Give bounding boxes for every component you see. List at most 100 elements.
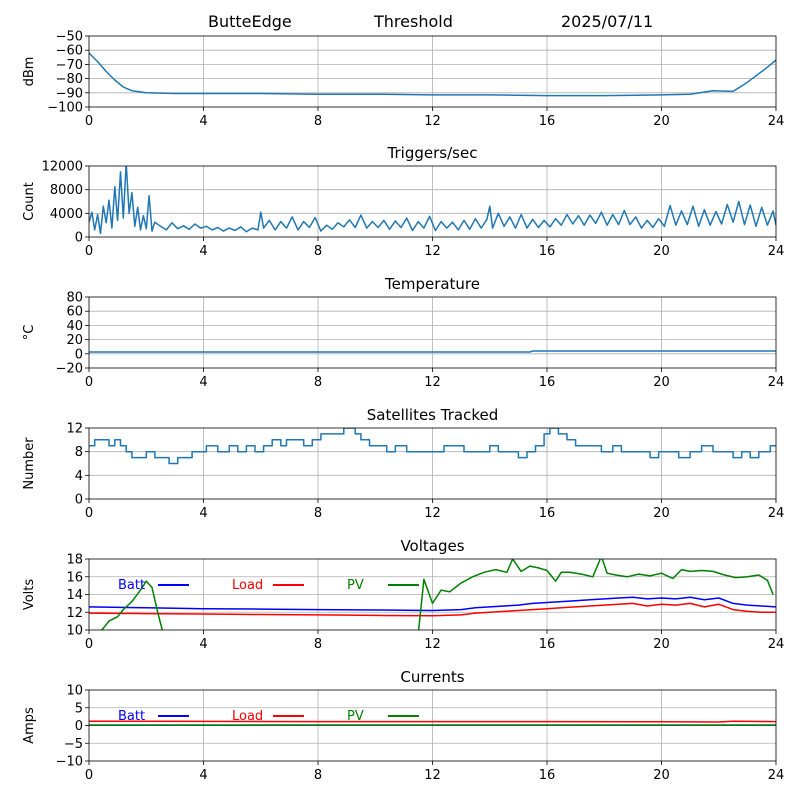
y-tick-label: 4 [75, 469, 83, 484]
x-tick-label: 16 [539, 375, 556, 390]
y-tick-label: −5 [64, 737, 83, 752]
series-line-0 [89, 350, 776, 353]
x-tick-label: 0 [85, 506, 93, 521]
x-tick-label: 24 [768, 114, 785, 129]
legend-label-batt: Batt [118, 709, 145, 724]
x-tick-label: 20 [653, 637, 670, 652]
y-tick-label: −20 [56, 362, 83, 377]
x-tick-label: 8 [314, 114, 322, 129]
panel-1: 0 4 8 12 16 20 24 −100−90−80−70−60−50 dBm [22, 30, 784, 130]
x-tick-label: 12 [424, 244, 441, 259]
date-label: 2025/07/11 [561, 12, 653, 31]
y-tick-label: 20 [66, 333, 83, 348]
x-tick-label: 8 [314, 375, 322, 390]
y-axis-label: °C [22, 325, 37, 341]
panel-title: Satellites Tracked [367, 406, 498, 424]
y-tick-label: 80 [66, 291, 83, 306]
y-tick-label: 40 [66, 319, 83, 334]
x-tick-label: 8 [314, 637, 322, 652]
x-tick-label: 8 [314, 506, 322, 521]
x-tick-label: 12 [424, 114, 441, 129]
x-tick-label: 4 [199, 768, 207, 783]
x-tick-label: 8 [314, 768, 322, 783]
legend-label-load: Load [232, 578, 263, 593]
y-tick-label: 12 [66, 606, 83, 621]
y-tick-label: 0 [75, 347, 83, 362]
y-tick-label: 60 [66, 305, 83, 320]
x-tick-label: 16 [539, 244, 556, 259]
x-tick-label: 12 [424, 637, 441, 652]
y-tick-label: 0 [75, 719, 83, 734]
x-tick-label: 20 [653, 244, 670, 259]
x-tick-label: 4 [199, 114, 207, 129]
y-tick-label: 16 [66, 570, 83, 585]
x-tick-label: 8 [314, 244, 322, 259]
x-tick-label: 24 [768, 506, 785, 521]
x-tick-label: 0 [85, 637, 93, 652]
panel-4: 0 4 8 12 16 20 24 0 4 8 12 Satellites Tracked Number [22, 406, 784, 521]
x-tick-label: 16 [539, 114, 556, 129]
series-line-batt [89, 596, 776, 612]
x-tick-label: 12 [424, 375, 441, 390]
panel-6: 0 4 8 12 16 20 24 −10 −5 0 5 10 Currents Amps Batt Load… [22, 668, 784, 783]
y-axis-label: dBm [22, 57, 37, 87]
y-tick-label: 8 [75, 445, 83, 460]
y-tick-label: 10 [66, 684, 83, 699]
series-line-load [89, 602, 776, 617]
x-tick-label: 4 [199, 637, 207, 652]
x-tick-label: 16 [539, 637, 556, 652]
y-tick-label: 14 [66, 588, 83, 603]
y-axis-label: Count [22, 182, 37, 221]
legend-label-load: Load [232, 709, 263, 724]
y-tick-label: −10 [56, 755, 83, 770]
x-tick-label: 16 [539, 506, 556, 521]
legend-label-pv: PV [347, 709, 364, 724]
x-tick-label: 24 [768, 768, 785, 783]
y-tick-label: 5 [75, 701, 83, 716]
series-line-pv [100, 559, 774, 630]
y-axis-label: Number [22, 437, 37, 490]
x-tick-label: 0 [85, 244, 93, 259]
mode-label: Threshold [373, 12, 453, 31]
y-tick-label: 12000 [42, 160, 83, 175]
y-axis-label: Volts [22, 579, 37, 611]
panel-title: Currents [400, 668, 464, 686]
x-tick-label: 12 [424, 506, 441, 521]
y-tick-label: −90 [56, 86, 83, 101]
y-tick-label: 0 [75, 231, 83, 246]
x-tick-label: 12 [424, 768, 441, 783]
series-line-0 [89, 428, 776, 465]
header: ButteEdge Threshold 2025/07/11 [208, 12, 653, 31]
series-line-0 [89, 166, 776, 235]
x-tick-label: 24 [768, 637, 785, 652]
y-tick-label: 0 [75, 493, 83, 508]
x-tick-label: 24 [768, 375, 785, 390]
y-tick-label: −80 [56, 72, 83, 87]
panel-title: Temperature [384, 275, 480, 293]
x-tick-label: 20 [653, 114, 670, 129]
x-tick-label: 4 [199, 375, 207, 390]
y-tick-label: −60 [56, 44, 83, 59]
panel-2: 0 4 8 12 16 20 24 0 4000 8000 12000 Triggers/sec Cou… [22, 144, 784, 259]
y-tick-label: 18 [66, 553, 83, 568]
x-tick-label: 0 [85, 768, 93, 783]
y-tick-label: −50 [56, 30, 83, 45]
series-line-load [89, 720, 776, 723]
x-tick-label: 16 [539, 768, 556, 783]
series-line-0 [89, 52, 776, 97]
x-tick-label: 0 [85, 114, 93, 129]
x-tick-label: 20 [653, 768, 670, 783]
x-tick-label: 4 [199, 244, 207, 259]
panel-title: Voltages [400, 537, 464, 555]
y-tick-label: 8000 [50, 183, 83, 198]
y-tick-label: 4000 [50, 207, 83, 222]
x-tick-label: 0 [85, 375, 93, 390]
x-tick-label: 4 [199, 506, 207, 521]
panel-title: Triggers/sec [387, 144, 478, 162]
panel-5: 0 4 8 12 16 20 24 10 12 14 16 18 Voltages Volts Batt Lo… [22, 537, 784, 652]
y-tick-label: −100 [47, 101, 83, 116]
x-tick-label: 24 [768, 244, 785, 259]
station-label: ButteEdge [208, 12, 292, 31]
